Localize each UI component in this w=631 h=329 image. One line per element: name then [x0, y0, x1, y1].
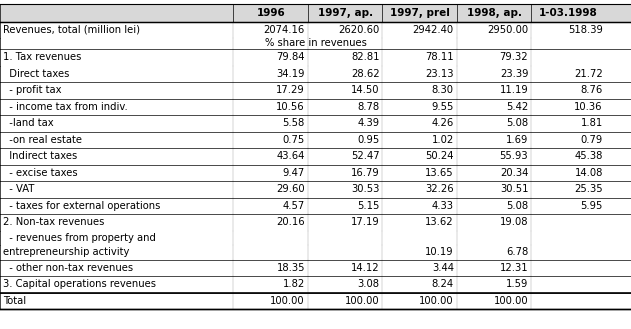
Text: 4.39: 4.39 — [357, 118, 379, 128]
Text: 100.00: 100.00 — [493, 296, 528, 306]
Text: 8.30: 8.30 — [432, 85, 454, 95]
Text: -land tax: -land tax — [3, 118, 54, 128]
Text: 2620.60: 2620.60 — [338, 25, 379, 35]
Text: 2. Non-tax revenues: 2. Non-tax revenues — [3, 217, 104, 227]
Text: 4.57: 4.57 — [283, 201, 305, 211]
Text: 29.60: 29.60 — [276, 184, 305, 194]
Text: 10.56: 10.56 — [276, 102, 305, 112]
Text: 34.19: 34.19 — [276, 69, 305, 79]
Text: 3.44: 3.44 — [432, 263, 454, 273]
Text: 21.72: 21.72 — [574, 69, 603, 79]
Text: 55.93: 55.93 — [500, 151, 528, 161]
Text: 32.26: 32.26 — [425, 184, 454, 194]
Text: 1.82: 1.82 — [283, 279, 305, 289]
Text: 6.78: 6.78 — [506, 247, 528, 257]
Text: 1.59: 1.59 — [506, 279, 528, 289]
Text: 79.32: 79.32 — [500, 52, 528, 62]
Text: % share in revenues: % share in revenues — [264, 38, 367, 48]
Bar — [0, 4, 631, 21]
Text: 1996: 1996 — [256, 8, 285, 18]
Text: 17.29: 17.29 — [276, 85, 305, 95]
Text: 17.19: 17.19 — [351, 217, 379, 227]
Text: 14.08: 14.08 — [574, 168, 603, 178]
Text: 10.19: 10.19 — [425, 247, 454, 257]
Text: 1.69: 1.69 — [506, 135, 528, 145]
Text: 14.12: 14.12 — [351, 263, 379, 273]
Text: 9.47: 9.47 — [283, 168, 305, 178]
Text: 18.35: 18.35 — [276, 263, 305, 273]
Text: 2950.00: 2950.00 — [487, 25, 528, 35]
Text: 4.26: 4.26 — [432, 118, 454, 128]
Text: 5.15: 5.15 — [357, 201, 379, 211]
Text: 1997, prel: 1997, prel — [390, 8, 449, 18]
Text: 20.34: 20.34 — [500, 168, 528, 178]
Text: - income tax from indiv.: - income tax from indiv. — [3, 102, 127, 112]
Text: 82.81: 82.81 — [351, 52, 379, 62]
Text: 0.75: 0.75 — [283, 135, 305, 145]
Text: 79.84: 79.84 — [276, 52, 305, 62]
Text: 52.47: 52.47 — [351, 151, 379, 161]
Text: 0.79: 0.79 — [581, 135, 603, 145]
Text: 43.64: 43.64 — [276, 151, 305, 161]
Text: 16.79: 16.79 — [351, 168, 379, 178]
Text: 2942.40: 2942.40 — [413, 25, 454, 35]
Text: 11.19: 11.19 — [500, 85, 528, 95]
Text: 23.13: 23.13 — [425, 69, 454, 79]
Text: 4.33: 4.33 — [432, 201, 454, 211]
Text: 30.53: 30.53 — [351, 184, 379, 194]
Text: 10.36: 10.36 — [574, 102, 603, 112]
Text: 0.95: 0.95 — [357, 135, 379, 145]
Text: 20.16: 20.16 — [276, 217, 305, 227]
Text: 78.11: 78.11 — [425, 52, 454, 62]
Text: 28.62: 28.62 — [351, 69, 379, 79]
Text: 45.38: 45.38 — [574, 151, 603, 161]
Text: 5.08: 5.08 — [506, 118, 528, 128]
Text: 5.58: 5.58 — [283, 118, 305, 128]
Text: - excise taxes: - excise taxes — [3, 168, 78, 178]
Text: 1997, ap.: 1997, ap. — [317, 8, 373, 18]
Text: 50.24: 50.24 — [425, 151, 454, 161]
Text: 518.39: 518.39 — [568, 25, 603, 35]
Text: 5.08: 5.08 — [506, 201, 528, 211]
Text: 5.95: 5.95 — [581, 201, 603, 211]
Text: 5.42: 5.42 — [506, 102, 528, 112]
Text: - revenues from property and: - revenues from property and — [3, 233, 156, 243]
Text: 8.24: 8.24 — [432, 279, 454, 289]
Text: 9.55: 9.55 — [432, 102, 454, 112]
Text: 1. Tax revenues: 1. Tax revenues — [3, 52, 81, 62]
Text: 23.39: 23.39 — [500, 69, 528, 79]
Text: Direct taxes: Direct taxes — [3, 69, 69, 79]
Text: 12.31: 12.31 — [500, 263, 528, 273]
Text: 13.65: 13.65 — [425, 168, 454, 178]
Text: Revenues, total (million lei): Revenues, total (million lei) — [3, 25, 140, 35]
Text: entrepreneurship activity: entrepreneurship activity — [3, 247, 129, 257]
Text: 3.08: 3.08 — [357, 279, 379, 289]
Text: 1.02: 1.02 — [432, 135, 454, 145]
Text: 100.00: 100.00 — [419, 296, 454, 306]
Text: 25.35: 25.35 — [574, 184, 603, 194]
Text: - other non-tax revenues: - other non-tax revenues — [3, 263, 133, 273]
Text: 19.08: 19.08 — [500, 217, 528, 227]
Text: -on real estate: -on real estate — [3, 135, 82, 145]
Text: 14.50: 14.50 — [351, 85, 379, 95]
Text: 2074.16: 2074.16 — [264, 25, 305, 35]
Text: 8.76: 8.76 — [581, 85, 603, 95]
Text: 1998, ap.: 1998, ap. — [466, 8, 522, 18]
Text: - profit tax: - profit tax — [3, 85, 61, 95]
Text: 30.51: 30.51 — [500, 184, 528, 194]
Text: 3. Capital operations revenues: 3. Capital operations revenues — [3, 279, 156, 289]
Text: 13.62: 13.62 — [425, 217, 454, 227]
Text: - taxes for external operations: - taxes for external operations — [3, 201, 160, 211]
Text: 100.00: 100.00 — [345, 296, 379, 306]
Text: Total: Total — [3, 296, 26, 306]
Text: Indirect taxes: Indirect taxes — [3, 151, 77, 161]
Text: 1-03.1998: 1-03.1998 — [539, 8, 598, 18]
Text: 8.78: 8.78 — [357, 102, 379, 112]
Text: 1.81: 1.81 — [581, 118, 603, 128]
Text: - VAT: - VAT — [3, 184, 34, 194]
Text: 100.00: 100.00 — [270, 296, 305, 306]
